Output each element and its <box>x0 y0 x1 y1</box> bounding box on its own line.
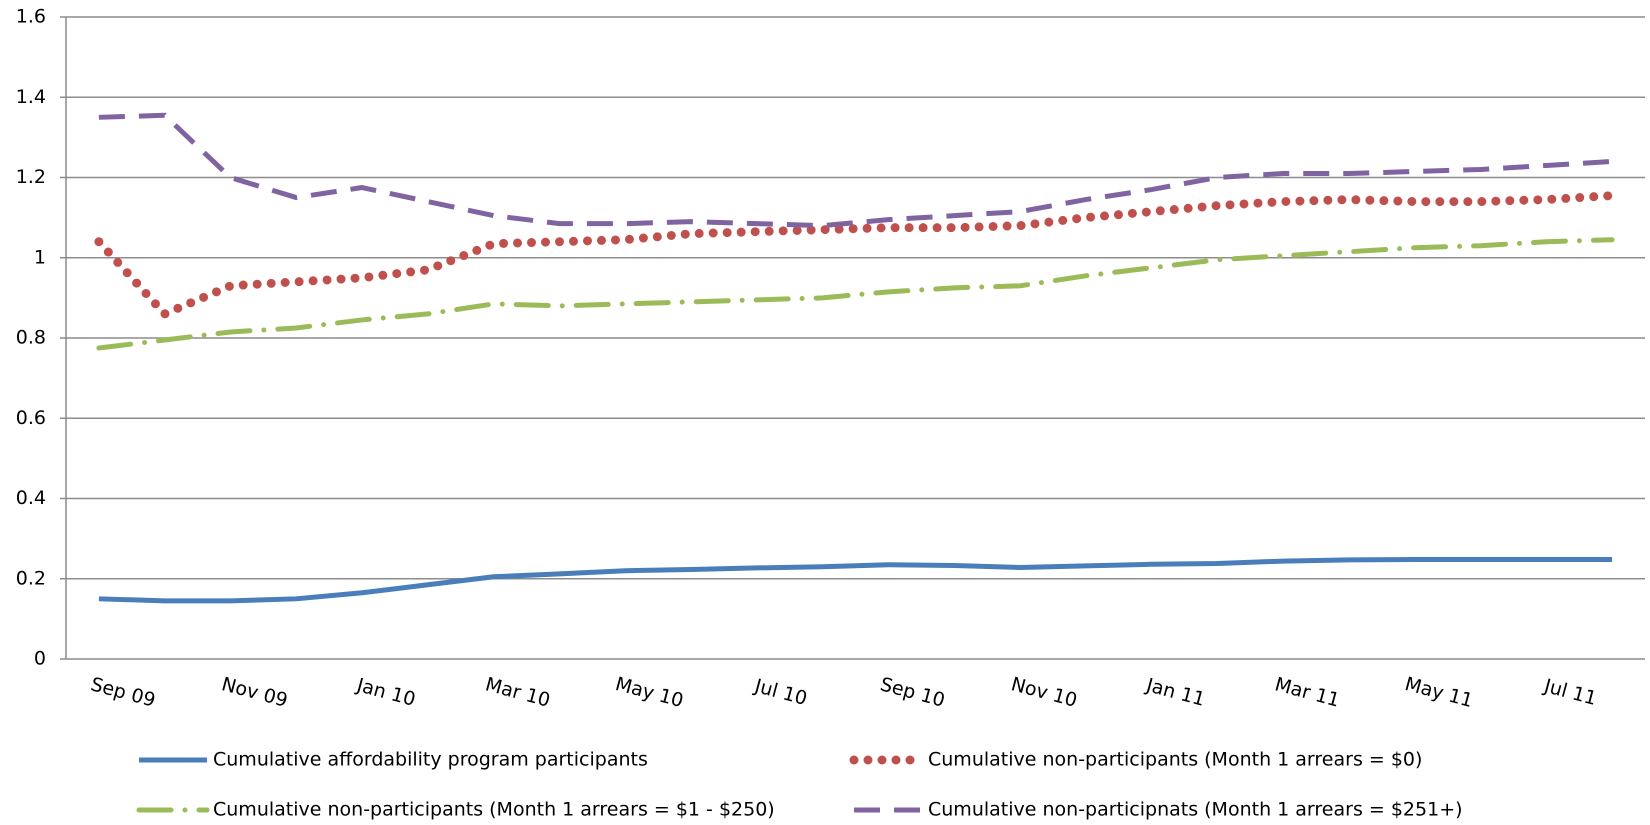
y-tick-label: 0 <box>34 648 46 670</box>
y-tick-label: 0.6 <box>16 407 46 429</box>
legend-label: Cumulative non-participants (Month 1 arr… <box>213 799 775 821</box>
y-tick-label: 1 <box>34 246 46 268</box>
x-tick-label: Nov 10 <box>1009 673 1080 712</box>
y-tick-label: 1.6 <box>16 6 46 28</box>
x-tick-label: Jul 11 <box>1541 675 1599 710</box>
y-tick-label: 0.4 <box>16 487 46 509</box>
x-tick-label: May 10 <box>613 673 686 712</box>
x-tick-label: Mar 11 <box>1273 673 1343 711</box>
x-tick-label: Nov 09 <box>219 673 290 712</box>
series-line <box>94 191 1617 319</box>
x-tick-label: Jul 10 <box>751 675 809 710</box>
series-line <box>98 112 1613 229</box>
y-tick-label: 0.8 <box>16 327 46 349</box>
legend-label: Cumulative non-participnats (Month 1 arr… <box>928 799 1463 821</box>
x-tick-label: Jan 11 <box>1143 674 1207 711</box>
x-tick-label: May 11 <box>1402 673 1475 712</box>
series-line <box>96 237 1615 351</box>
legend-label: Cumulative affordability program partici… <box>213 749 648 771</box>
series-line <box>98 556 1613 604</box>
x-tick-label: Jan 10 <box>354 674 418 711</box>
legend-label: Cumulative non-participants (Month 1 arr… <box>928 749 1422 771</box>
x-tick-label: Sep 09 <box>88 673 157 711</box>
y-tick-label: 0.2 <box>16 567 46 589</box>
y-tick-label: 1.2 <box>16 166 46 188</box>
y-tick-label: 1.4 <box>16 86 46 108</box>
x-tick-label: Sep 10 <box>878 673 947 711</box>
x-tick-label: Mar 10 <box>483 673 553 711</box>
